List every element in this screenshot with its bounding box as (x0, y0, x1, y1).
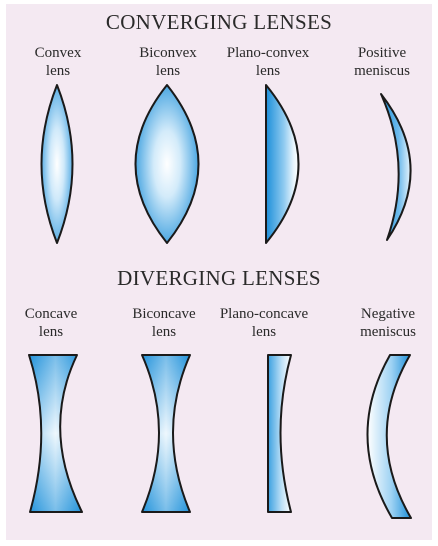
convex-lens-label: Convex lens (34, 45, 82, 79)
concave-lens-label: Concave lens (24, 306, 78, 340)
biconcave-lens-shape (141, 354, 191, 513)
biconcave-lens-label: Biconcave lens (132, 306, 196, 340)
plano-concave-lens-label: Plano-concave lens (219, 306, 309, 340)
diagram-panel (6, 4, 432, 540)
converging-lenses-heading: CONVERGING LENSES (105, 10, 333, 34)
diverging-lenses-heading: DIVERGING LENSES (117, 266, 321, 290)
positive-meniscus-label: Positive meniscus (354, 45, 410, 79)
plano-convex-lens-shape (265, 84, 300, 244)
concave-lens-shape (28, 354, 83, 513)
plano-convex-lens-label: Plano-convex lens (226, 45, 310, 79)
biconvex-lens-label: Biconvex lens (139, 45, 197, 79)
convex-lens-shape (40, 84, 74, 244)
negative-meniscus-shape (366, 354, 412, 519)
negative-meniscus-label: Negative meniscus (360, 306, 416, 340)
positive-meniscus-shape (380, 93, 412, 241)
biconvex-lens-shape (134, 84, 200, 244)
plano-concave-lens-shape (267, 354, 292, 513)
